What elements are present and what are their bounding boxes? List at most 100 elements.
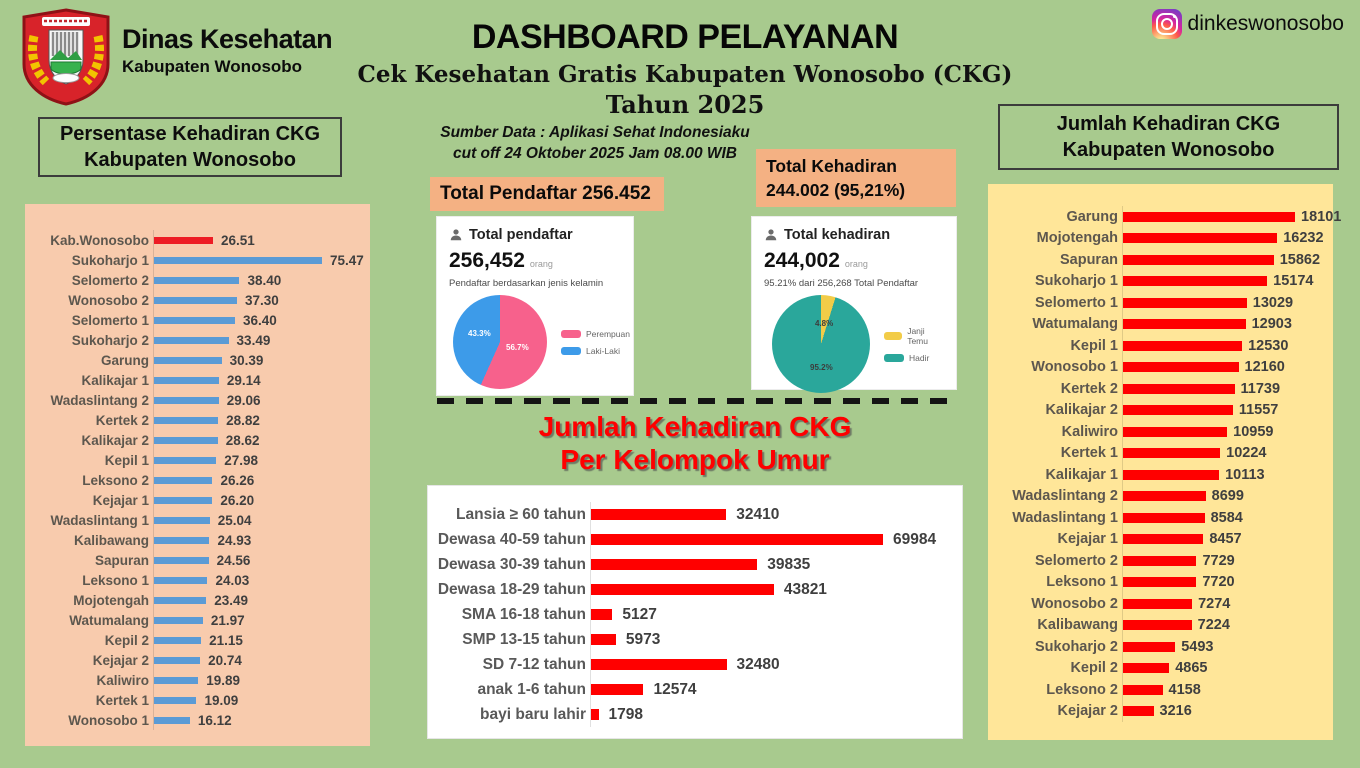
bar-value: 7720 xyxy=(1202,574,1235,591)
bar-track: 10224 xyxy=(1122,442,1333,464)
bar-track: 19.09 xyxy=(153,690,370,710)
legend-label: Perempuan xyxy=(586,328,630,339)
bar-value: 5973 xyxy=(625,630,661,648)
bar-track: 10113 xyxy=(1122,464,1333,486)
bar xyxy=(154,276,240,284)
bar xyxy=(154,296,238,304)
total-kehadiran-badge-line1: Total Kehadiran xyxy=(766,156,897,176)
bar-row: Selomerto 1 36.40 xyxy=(25,310,370,330)
bar-category-label: Selomerto 1 xyxy=(1035,294,1118,311)
bar-track: 8584 xyxy=(1122,507,1333,529)
bar-row: Kalikajar 1 29.14 xyxy=(25,370,370,390)
bar-row: Wonosobo 1 12160 xyxy=(988,356,1333,378)
bar-row: Leksono 2 4158 xyxy=(988,679,1333,701)
bar-row: Wadaslintang 1 25.04 xyxy=(25,510,370,530)
bar-track: 25.04 xyxy=(153,510,370,530)
bar xyxy=(154,256,322,264)
age-chart-title-line1: Jumlah Kehadiran CKG xyxy=(538,411,852,442)
bar-value: 36.40 xyxy=(243,312,277,328)
bar-track: 7729 xyxy=(1122,550,1333,572)
bar-row: Kaliwiro 19.89 xyxy=(25,670,370,690)
bar-category-label: SD 7-12 tahun xyxy=(482,655,586,673)
bar-row: Wonosobo 2 37.30 xyxy=(25,290,370,310)
bar-row: Dewasa 18-29 tahun 43821 xyxy=(428,577,962,602)
data-source-note: Sumber Data : Aplikasi Sehat Indonesiaku… xyxy=(420,122,770,164)
bar-category-label: Garung xyxy=(1066,208,1118,225)
gender-pie-chart: 43.3% 56.7% xyxy=(453,295,547,389)
bar xyxy=(1123,383,1235,394)
bar-category-label: Kalikajar 2 xyxy=(81,432,149,448)
bar-value: 7729 xyxy=(1202,552,1235,569)
bar xyxy=(1123,641,1176,652)
card-subtitle: 95.21% dari 256,268 Total Pendaftar xyxy=(764,278,919,289)
pie-slice-label: 4.8% xyxy=(815,319,834,328)
bar-value: 16.12 xyxy=(197,712,232,728)
bar-category-label: Kertek 2 xyxy=(1060,380,1118,397)
bar-track: 24.93 xyxy=(153,530,370,550)
bar-category-label: Kertek 1 xyxy=(95,692,149,708)
bar xyxy=(591,534,883,545)
bar-row: Kertek 1 19.09 xyxy=(25,690,370,710)
bar-category-label: Kepil 2 xyxy=(1070,660,1118,677)
bar-category-label: Kepil 1 xyxy=(1070,337,1118,354)
bar-row: Sukoharjo 2 33.49 xyxy=(25,330,370,350)
bar-value: 10224 xyxy=(1226,445,1267,462)
bar-category-label: Wonosobo 1 xyxy=(1031,359,1118,376)
bar-row: Kepil 2 21.15 xyxy=(25,630,370,650)
bar-category-label: Sapuran xyxy=(94,552,149,568)
bar-row: Watumalang 21.97 xyxy=(25,610,370,630)
bar xyxy=(1123,405,1233,416)
agency-name: Dinas Kesehatan Kabupaten Wonosobo xyxy=(122,8,333,77)
bar-value: 18101 xyxy=(1301,208,1342,225)
bar xyxy=(1123,663,1170,674)
bar xyxy=(154,516,210,524)
bar-value: 12574 xyxy=(653,680,697,698)
bar-track: 32410 xyxy=(590,502,962,527)
bar-track: 23.49 xyxy=(153,590,370,610)
bar xyxy=(154,716,190,724)
bar-category-label: SMA 16-18 tahun xyxy=(461,605,586,623)
bar-row: Kertek 1 10224 xyxy=(988,442,1333,464)
total-kehadiran-badge: Total Kehadiran 244.002 (95,21%) xyxy=(756,149,956,207)
bar-value: 26.26 xyxy=(220,472,255,488)
bar xyxy=(154,556,209,564)
bar-category-label: Sapuran xyxy=(1059,251,1118,268)
bar-category-label: Kaliwiro xyxy=(96,672,149,688)
bar-value: 28.62 xyxy=(225,432,260,448)
legend-swatch xyxy=(561,346,581,355)
bar-row: Kab.Wonosobo 26.51 xyxy=(25,230,370,250)
attendance-pie-chart: 4.8% 95.2% xyxy=(772,295,870,393)
bar-track: 12903 xyxy=(1122,313,1333,335)
card-value: 244,002 xyxy=(764,249,840,272)
bar-category-label: Mojotengah xyxy=(73,592,149,608)
bar-track: 26.20 xyxy=(153,490,370,510)
bar xyxy=(1123,233,1278,244)
bar-value: 4158 xyxy=(1168,681,1201,698)
bar-row: Kejajar 1 26.20 xyxy=(25,490,370,510)
bar-value: 8457 xyxy=(1209,531,1242,548)
legend-label: Janji Temu xyxy=(907,325,928,346)
bar-value: 19.09 xyxy=(204,692,239,708)
bar-row: Kejajar 2 3216 xyxy=(988,700,1333,722)
bar-category-label: Leksono 2 xyxy=(1046,681,1118,698)
bar xyxy=(591,559,758,570)
bar-row: SMP 13-15 tahun 5973 xyxy=(428,627,962,652)
bar-track: 11557 xyxy=(1122,399,1333,421)
data-source-line1: Sumber Data : Aplikasi Sehat Indonesiaku xyxy=(440,124,750,141)
bar-row: Sukoharjo 1 15174 xyxy=(988,270,1333,292)
people-icon xyxy=(450,229,462,241)
bar-category-label: Selomerto 2 xyxy=(1035,552,1118,569)
bar xyxy=(1123,534,1204,545)
bar-track: 27.98 xyxy=(153,450,370,470)
bar xyxy=(154,316,236,324)
bar-category-label: Watumalang xyxy=(1032,316,1118,333)
bar-category-label: Leksono 1 xyxy=(1046,574,1118,591)
bar-track: 8699 xyxy=(1122,485,1333,507)
bar xyxy=(1123,706,1154,717)
bar-value: 8584 xyxy=(1210,509,1243,526)
bar xyxy=(591,609,613,620)
bar-value: 24.93 xyxy=(217,532,252,548)
bar-category-label: Dewasa 40-59 tahun xyxy=(437,530,586,548)
agency-name-line1: Dinas Kesehatan xyxy=(122,24,333,54)
bar-category-label: Kalikajar 1 xyxy=(81,372,149,388)
